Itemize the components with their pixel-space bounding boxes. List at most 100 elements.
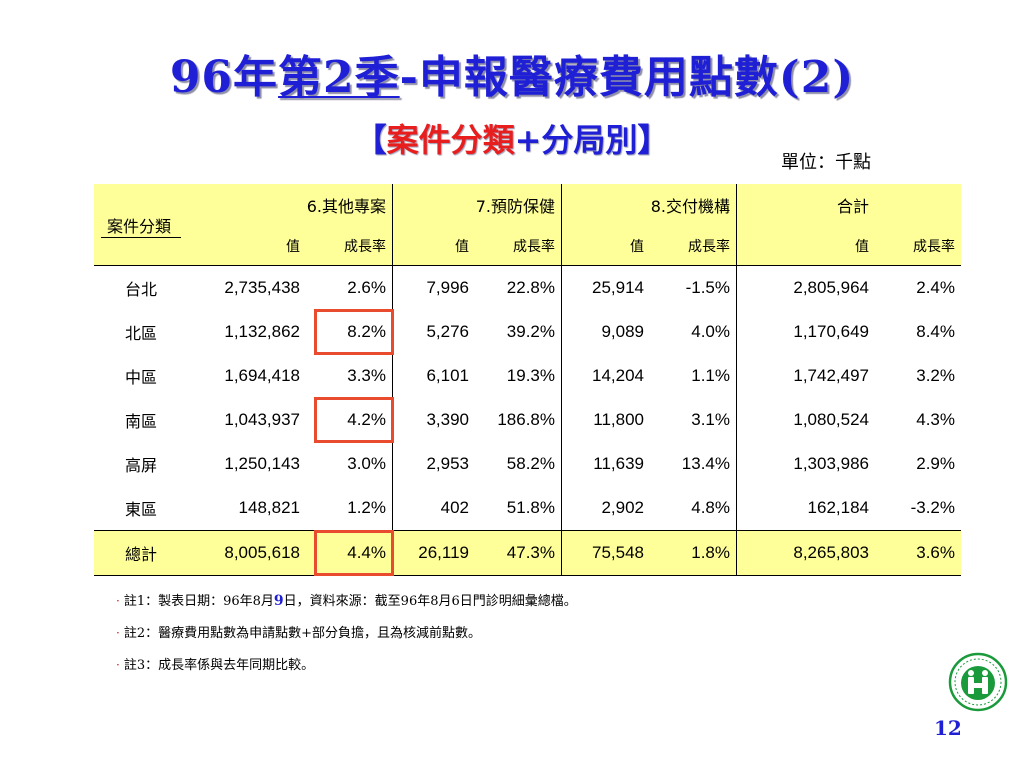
data-table: 案件分類 6.其他專案 7.預防保健 8.交付機構 合計 值 成長率 值 成長率… (94, 184, 961, 576)
cell: 3.0% (347, 454, 386, 473)
page-subtitle: 【案件分類+分局別】 (0, 118, 1024, 162)
sub-header-growth: 成長率 (475, 226, 562, 266)
title-year: 96年 (169, 52, 279, 103)
cell: 3.3% (347, 366, 386, 385)
cell: 11,639 (561, 442, 650, 486)
cell: 8,265,803 (736, 530, 875, 576)
cell: 4.8% (691, 498, 730, 517)
cell: 9,089 (561, 310, 650, 354)
cell: 1.8% (650, 530, 737, 576)
cell: 8.4% (916, 322, 955, 341)
cell: 162,184 (736, 486, 875, 531)
table-row: 高屏 1,250,143 3.0% 2,953 58.2% 11,639 13.… (94, 442, 961, 486)
cell: 1,170,649 (736, 310, 875, 354)
note-1-text-c: 日，資料來源：截至96年8月6日門診明細彙總檔。 (283, 594, 577, 609)
bullet-icon: · (116, 626, 120, 640)
sub-header-growth: 成長率 (306, 226, 393, 266)
table-row: 中區 1,694,418 3.3% 6,101 19.3% 14,204 1.1… (94, 354, 961, 398)
highlight-box-south-growth (314, 397, 394, 443)
cell: 1.1% (691, 366, 730, 385)
cell: 39.2% (506, 322, 555, 341)
cell: -1.5% (685, 278, 730, 297)
cell: 7,996 (392, 265, 475, 310)
cell: 1,132,862 (224, 322, 300, 341)
cell: 75,548 (561, 530, 650, 576)
cell: 1,043,937 (224, 410, 300, 429)
sub-header-growth: 成長率 (650, 226, 737, 266)
cell: 2,902 (561, 486, 650, 531)
note-2-text: 註2：醫療費用點數為申請點數+部分負擔，且為核減前點數。 (123, 626, 481, 641)
title-rest: -申報醫療費用點數(2) (399, 52, 855, 103)
note-2: · 註2：醫療費用點數為申請點數+部分負擔，且為核減前點數。 (116, 622, 577, 654)
cell: 1,303,986 (736, 442, 875, 486)
note-1: · 註1：製表日期：96年8月9日，資料來源：截至96年8月6日門診明細彙總檔。 (116, 590, 577, 622)
subtitle-category: 案件分類 (386, 121, 515, 159)
cell: 4.0% (691, 322, 730, 341)
sub-header-growth: 成長率 (875, 226, 961, 266)
cell: 1,742,497 (736, 354, 875, 398)
cell: 2.4% (916, 278, 955, 297)
cell: 19.3% (506, 366, 555, 385)
category-header-label: 案件分類 (100, 213, 181, 238)
nhi-logo-icon (948, 652, 1008, 712)
cell: 3.2% (916, 366, 955, 385)
cell: 148,821 (238, 498, 300, 517)
cell: 3.1% (691, 410, 730, 429)
cell: 3,390 (392, 398, 475, 442)
notes: · 註1：製表日期：96年8月9日，資料來源：截至96年8月6日門診明細彙總檔。 … (116, 590, 577, 686)
subtitle-open-bracket: 【 (354, 121, 387, 159)
bullet-icon: · (116, 658, 120, 672)
cell: 4.4% (306, 530, 393, 576)
highlight-box-total-growth (314, 530, 394, 576)
row-header: 中區 (124, 368, 157, 387)
table-sub-header-row: 值 成長率 值 成長率 值 成長率 值 成長率 (94, 226, 961, 266)
cell: 1,250,143 (224, 454, 300, 473)
note-1-text-a: 註1：製表日期：96年8月 (123, 594, 274, 609)
cell: -3.2% (910, 498, 955, 517)
note-1-text-b: 9 (273, 593, 284, 609)
cell: 2.6% (347, 278, 386, 297)
highlight-box-north-growth (314, 309, 394, 355)
table-group-header-row: 案件分類 6.其他專案 7.預防保健 8.交付機構 合計 (94, 184, 961, 266)
cell: 26,119 (392, 530, 475, 576)
group-header-7: 7.預防保健 (475, 184, 562, 226)
cell: 51.8% (506, 498, 555, 517)
cell: 1.2% (347, 498, 386, 517)
category-header-cell: 案件分類 (94, 184, 188, 266)
bullet-icon: · (116, 594, 120, 608)
cell: 1,694,418 (224, 366, 300, 385)
table-row: 台北 2,735,438 2.6% 7,996 22.8% 25,914 -1.… (94, 265, 961, 310)
cell: 3.6% (875, 530, 961, 576)
cell: 4.3% (916, 410, 955, 429)
sub-header-value: 值 (188, 226, 306, 266)
cell: 22.8% (506, 278, 555, 297)
group-header-total: 合計 (736, 184, 875, 226)
subtitle-close-bracket: 】 (637, 121, 670, 159)
cell: 47.3% (475, 530, 562, 576)
sub-header-value: 值 (736, 226, 875, 266)
table-row: 北區 1,132,862 8.2% 5,276 39.2% 9,089 4.0%… (94, 310, 961, 354)
table-row: 東區 148,821 1.2% 402 51.8% 2,902 4.8% 162… (94, 486, 961, 531)
note-3-text: 註3：成長率係與去年同期比較。 (123, 658, 315, 673)
cell: 1,080,524 (736, 398, 875, 442)
cell: 2,953 (392, 442, 475, 486)
row-header: 高屏 (124, 456, 157, 475)
note-3: · 註3：成長率係與去年同期比較。 (116, 654, 577, 686)
group-header-8: 8.交付機構 (650, 184, 737, 226)
row-header: 台北 (124, 280, 157, 299)
group-header-6: 6.其他專案 (306, 184, 393, 226)
cell: 13.4% (681, 454, 730, 473)
title-quarter: 第2季 (278, 52, 400, 103)
table-row: 南區 1,043,937 4.2% 3,390 186.8% 11,800 3.… (94, 398, 961, 442)
cell: 402 (392, 486, 475, 531)
cell: 2.9% (916, 454, 955, 473)
cell: 5,276 (392, 310, 475, 354)
page-title: 96年第2季-申報醫療費用點數(2) (0, 52, 1024, 104)
row-header: 北區 (124, 324, 157, 343)
cell: 11,800 (561, 398, 650, 442)
cell: 186.8% (497, 410, 555, 429)
cell: 6,101 (392, 354, 475, 398)
sub-header-value: 值 (392, 226, 475, 266)
subtitle-rest: +分局別 (514, 121, 638, 159)
sub-header-value: 值 (561, 226, 650, 266)
